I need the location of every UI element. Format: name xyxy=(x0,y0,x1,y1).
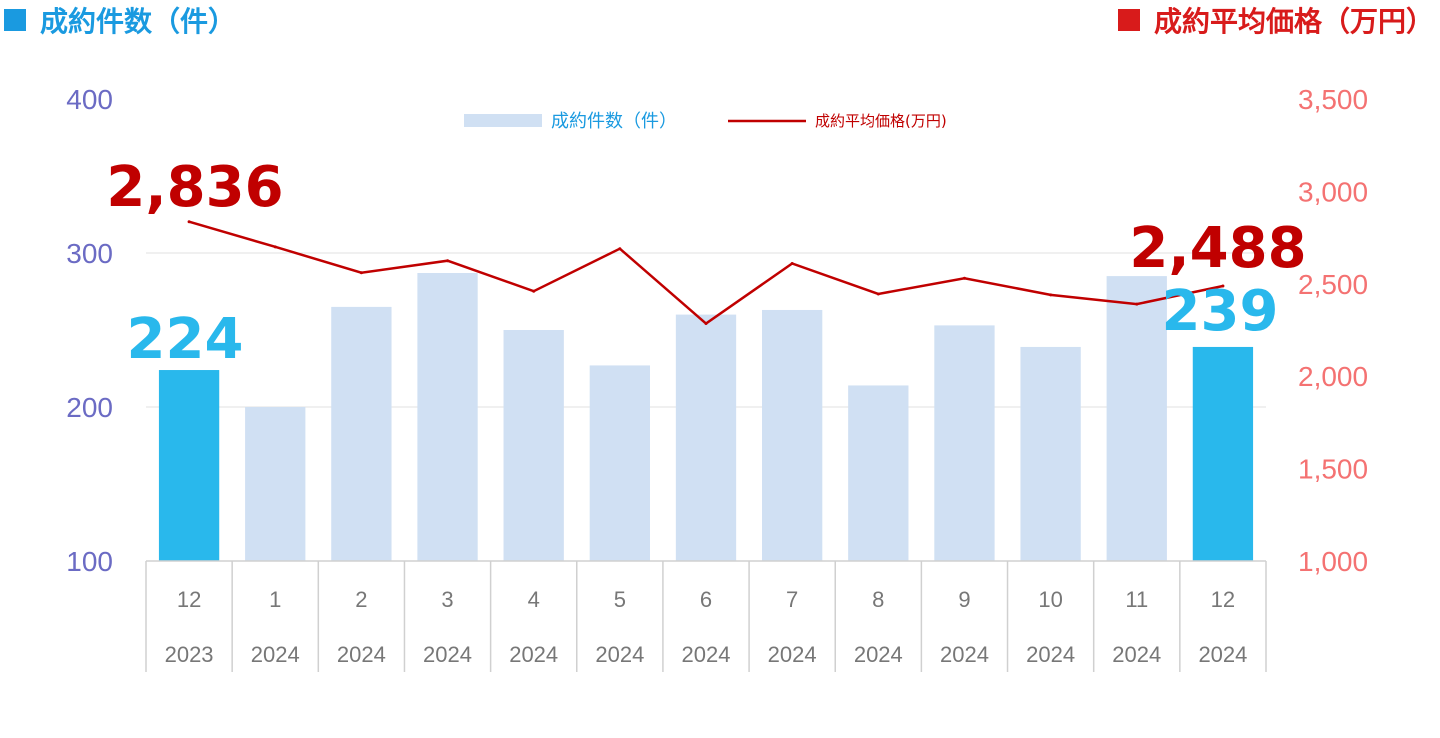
x-tick-month: 12 xyxy=(1211,587,1235,612)
left-axis-header: 成約件数（件） xyxy=(4,0,236,40)
x-tick-year: 2024 xyxy=(854,642,903,667)
x-tick-month: 11 xyxy=(1125,587,1148,612)
bar xyxy=(675,314,737,561)
right-axis-title: 成約平均価格（万円） xyxy=(1153,5,1434,38)
bar xyxy=(1020,346,1081,561)
y-left-tick: 400 xyxy=(66,84,113,115)
bar xyxy=(1106,276,1167,561)
y-right-tick: 2,000 xyxy=(1298,361,1368,392)
bar xyxy=(417,273,478,561)
y-right-tick: 3,500 xyxy=(1298,84,1368,115)
price-data-label: 2,488 xyxy=(1129,216,1306,281)
x-tick-year: 2024 xyxy=(1198,642,1247,667)
x-tick-year: 2024 xyxy=(509,642,558,667)
line-point xyxy=(790,261,794,265)
bar xyxy=(934,325,995,561)
bar xyxy=(1192,346,1254,561)
legend-line-label: 成約平均価格(万円) xyxy=(815,112,947,130)
bar xyxy=(503,330,564,561)
line-point xyxy=(1049,293,1053,297)
x-tick-year: 2024 xyxy=(251,642,300,667)
x-tick-month: 1 xyxy=(269,587,281,612)
line-point xyxy=(446,259,450,263)
x-tick-year: 2024 xyxy=(423,642,472,667)
x-tick-year: 2024 xyxy=(1026,642,1075,667)
line-point xyxy=(273,245,277,249)
x-tick-year: 2024 xyxy=(1112,642,1161,667)
x-tick-year: 2024 xyxy=(337,642,386,667)
left-axis-title: 成約件数（件） xyxy=(40,5,237,38)
price-data-label: 2,836 xyxy=(106,155,283,220)
square-marker-icon xyxy=(4,9,26,31)
y-right-tick: 1,500 xyxy=(1298,454,1368,485)
x-tick-year: 2024 xyxy=(940,642,989,667)
bar xyxy=(589,365,650,561)
x-tick-month: 8 xyxy=(872,587,884,612)
x-tick-year: 2024 xyxy=(682,642,731,667)
line-point xyxy=(359,271,363,275)
line-point xyxy=(876,292,880,296)
bar xyxy=(158,370,220,561)
bar xyxy=(848,385,909,561)
x-tick-year: 2024 xyxy=(768,642,817,667)
bar xyxy=(331,306,392,561)
line-point xyxy=(618,247,622,251)
x-tick-month: 4 xyxy=(528,587,540,612)
line-point xyxy=(1221,284,1225,288)
right-axis-header: 成約平均価格（万円） xyxy=(1117,0,1434,40)
x-tick-month: 3 xyxy=(441,587,453,612)
x-tick-year: 2024 xyxy=(595,642,644,667)
x-tick-month: 9 xyxy=(958,587,970,612)
bar xyxy=(245,407,306,561)
x-tick-month: 2 xyxy=(355,587,367,612)
x-tick-year: 2023 xyxy=(165,642,214,667)
legend-bar-swatch xyxy=(464,114,542,127)
line-point xyxy=(532,289,536,293)
y-left-tick: 300 xyxy=(66,238,113,269)
square-marker-icon xyxy=(1117,9,1140,31)
y-right-tick: 1,000 xyxy=(1298,546,1368,577)
line-point xyxy=(187,220,191,224)
line-point xyxy=(962,276,966,280)
y-right-tick: 3,000 xyxy=(1298,176,1368,207)
y-left-tick: 100 xyxy=(66,546,113,577)
count-data-label: 239 xyxy=(1162,279,1279,344)
y-left-tick: 200 xyxy=(66,392,113,423)
x-tick-month: 6 xyxy=(700,587,712,612)
line-point xyxy=(704,322,708,326)
x-tick-month: 7 xyxy=(786,587,798,612)
legend-bar-label: 成約件数（件） xyxy=(551,111,677,132)
line-point xyxy=(1135,302,1139,306)
x-tick-month: 5 xyxy=(614,587,626,612)
x-tick-month: 10 xyxy=(1038,587,1062,612)
bar xyxy=(762,309,823,561)
y-right-tick: 2,500 xyxy=(1298,269,1368,300)
x-tick-month: 12 xyxy=(177,587,201,612)
count-data-label: 224 xyxy=(127,307,244,372)
